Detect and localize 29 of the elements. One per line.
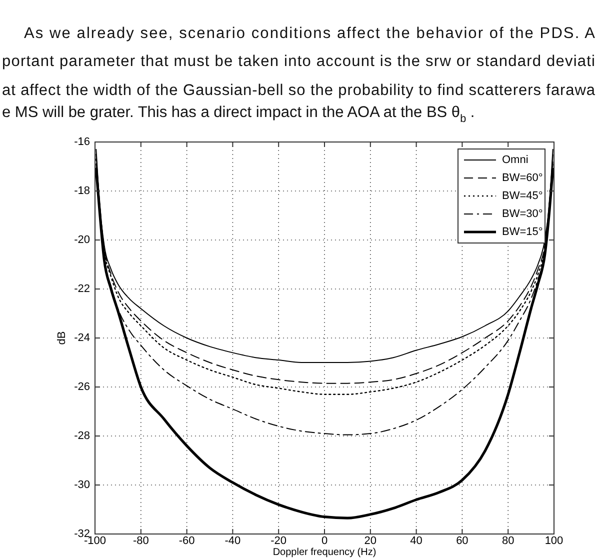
y-axis-title: dB (56, 331, 68, 345)
y-tick-label: -24 (74, 332, 90, 344)
text: As we already see, scenario conditions affect the behavior of the PDS. A (24, 25, 596, 42)
y-tick-label: -20 (74, 234, 90, 246)
legend-label: BW=60° (502, 172, 543, 184)
y-tick-label: -18 (74, 184, 90, 197)
legend-label: BW=45° (502, 190, 543, 202)
x-tick-label: -60 (178, 535, 195, 547)
x-axis-title: Doppler frequency (Hz) (272, 547, 376, 558)
y-tick-label: -26 (74, 380, 90, 393)
x-tick-label: 80 (502, 535, 514, 547)
x-tick-label: 40 (410, 535, 422, 547)
x-tick-label: 60 (456, 535, 468, 547)
x-tick-label: 100 (544, 535, 564, 547)
x-tick-label: 0 (321, 535, 328, 547)
x-tick-label: -40 (224, 535, 241, 547)
x-tick-label: -20 (270, 535, 287, 547)
x-tick-label: -80 (132, 535, 149, 547)
legend-label: BW=30° (502, 208, 543, 220)
y-tick-label: -22 (74, 282, 90, 295)
text: portant parameter that must be taken into account is the srw or standard deviati (2, 53, 595, 70)
y-tick-label: -30 (74, 478, 90, 491)
y-tick-label: -16 (74, 136, 90, 148)
text: e MS will be grater. This has a direct impact in the AOA at the BS θ$_{b}$ . (2, 104, 475, 125)
legend-label: Omni (502, 154, 528, 166)
y-tick-label: -28 (74, 430, 90, 442)
x-tick-label: 20 (364, 535, 377, 547)
legend-label: BW=15° (502, 226, 543, 238)
text: at affect the width of the Gaussian-bell so the probability to find scatterers farawa (2, 82, 596, 100)
